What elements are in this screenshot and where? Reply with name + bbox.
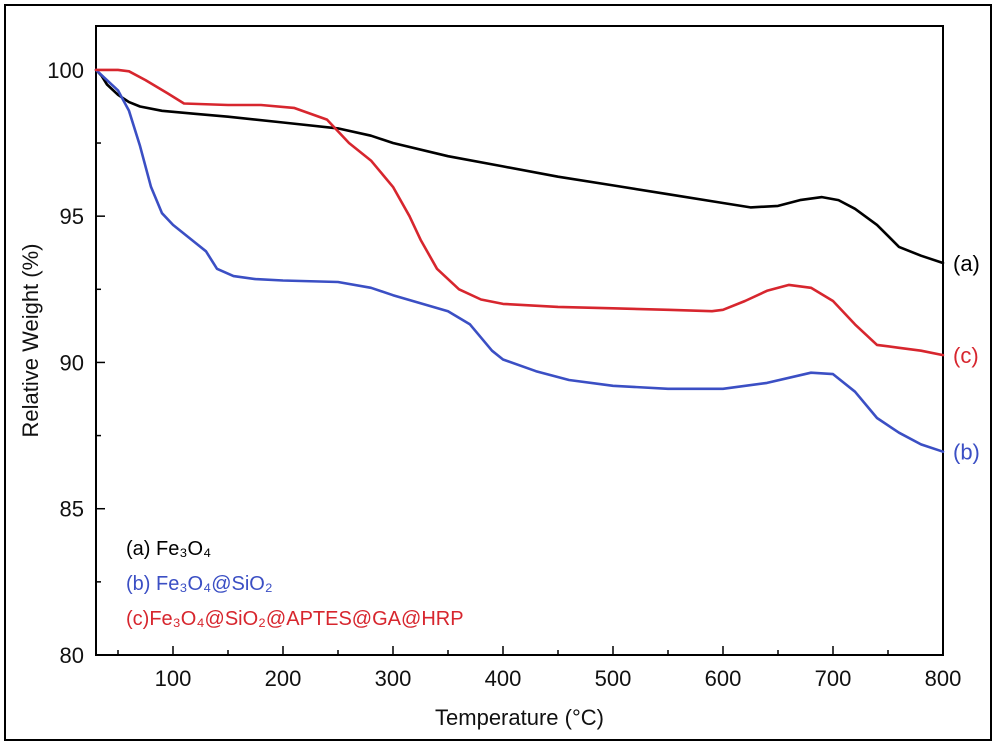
- y-tick-label: 85: [60, 497, 84, 522]
- y-tick-label: 100: [47, 58, 84, 83]
- plot-area: [95, 25, 944, 656]
- series-lines: [94, 68, 945, 453]
- series-c-line: [94, 68, 945, 357]
- y-axis-ticks: 80 85 90 95 100: [47, 58, 105, 668]
- minor-ticks: [96, 142, 889, 655]
- x-tick-label: 200: [265, 666, 302, 691]
- legend: (a) Fe₃O₄ (b) Fe₃O₄@SiO₂ (c)Fe₃O₄@SiO₂@APT…: [126, 538, 464, 630]
- x-tick-label: 600: [705, 666, 742, 691]
- x-axis-title: Temperature (°C): [435, 705, 604, 730]
- series-a-line: [94, 68, 945, 265]
- series-b-line: [94, 68, 945, 453]
- y-axis-title: Relative Weight (%): [18, 244, 43, 438]
- y-tick-label: 80: [60, 643, 84, 668]
- x-tick-label: 800: [925, 666, 962, 691]
- y-tick-label: 90: [60, 350, 84, 375]
- x-tick-label: 700: [815, 666, 852, 691]
- x-axis-ticks: 100 200 300 400 500 600 700 800: [155, 646, 962, 691]
- series-end-labels: (a) (b) (c): [953, 251, 980, 465]
- series-a-end-label: (a): [953, 251, 980, 276]
- legend-entry-c: (c)Fe₃O₄@SiO₂@APTES@GA@HRP: [126, 608, 464, 630]
- x-tick-label: 400: [485, 666, 522, 691]
- x-tick-label: 100: [155, 666, 192, 691]
- series-b-end-label: (b): [953, 440, 980, 465]
- y-tick-label: 95: [60, 204, 84, 229]
- x-tick-label: 500: [595, 666, 632, 691]
- x-tick-label: 300: [375, 666, 412, 691]
- legend-entry-a: (a) Fe₃O₄: [126, 538, 211, 560]
- series-c-end-label: (c): [953, 343, 979, 368]
- legend-entry-b: (b) Fe₃O₄@SiO₂: [126, 573, 273, 595]
